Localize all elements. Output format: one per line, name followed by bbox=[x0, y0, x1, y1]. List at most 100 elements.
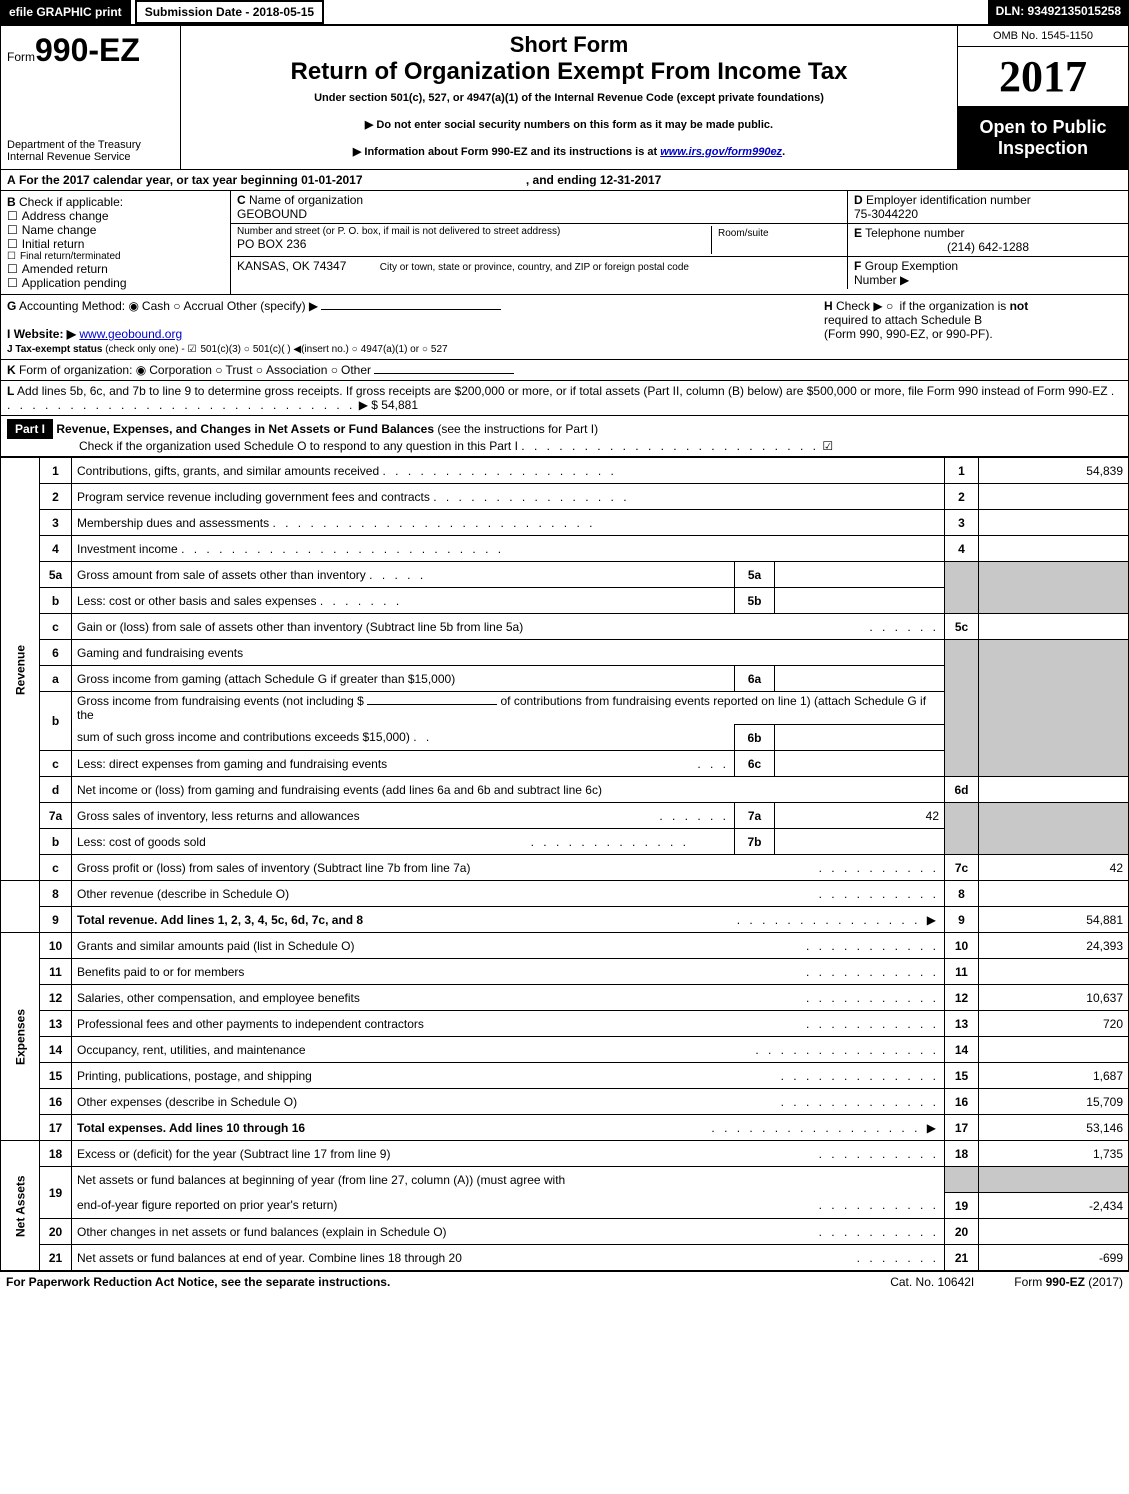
chk-name-change[interactable]: Name change bbox=[7, 223, 224, 237]
l18-rn: 18 bbox=[945, 1141, 979, 1167]
phone-value: (214) 642-1288 bbox=[854, 240, 1122, 254]
l4-num: 4 bbox=[40, 536, 72, 562]
l13-num: 13 bbox=[40, 1011, 72, 1037]
l16-rn: 16 bbox=[945, 1089, 979, 1115]
chk-final-return[interactable]: Final return/terminated bbox=[7, 251, 224, 262]
l18-rv: 1,735 bbox=[979, 1141, 1129, 1167]
revenue-side-label-cont bbox=[1, 881, 40, 933]
form-prefix: Form bbox=[7, 50, 35, 64]
info-note: ▶ Information about Form 990-EZ and its … bbox=[191, 145, 947, 158]
line-k-label: K bbox=[7, 363, 16, 377]
l12-rn: 12 bbox=[945, 985, 979, 1011]
chk-initial-return[interactable]: Initial return bbox=[7, 237, 224, 251]
l15-num: 15 bbox=[40, 1063, 72, 1089]
l2-rv bbox=[979, 484, 1129, 510]
l6b-desc3: sum of such gross income and contributio… bbox=[77, 730, 410, 744]
l16-num: 16 bbox=[40, 1089, 72, 1115]
l9-desc: Total revenue. Add lines 1, 2, 3, 4, 5c,… bbox=[77, 913, 363, 927]
line-k-heading: Form of organization: bbox=[19, 363, 132, 377]
chk-application-pending[interactable]: Application pending bbox=[7, 276, 224, 290]
l6-shade bbox=[945, 640, 979, 777]
l3-num: 3 bbox=[40, 510, 72, 536]
l6b-blank[interactable] bbox=[367, 704, 497, 705]
l16-desc: Other expenses (describe in Schedule O) bbox=[77, 1095, 297, 1109]
chk-h[interactable] bbox=[886, 299, 896, 313]
l7c-num: c bbox=[40, 855, 72, 881]
l7c-desc: Gross profit or (loss) from sales of inv… bbox=[77, 861, 470, 875]
l21-num: 21 bbox=[40, 1245, 72, 1271]
omb-number: OMB No. 1545-1150 bbox=[958, 26, 1128, 47]
radio-cash[interactable]: Cash bbox=[128, 299, 170, 313]
website-link[interactable]: www.geobound.org bbox=[79, 327, 182, 341]
other-specify-line[interactable] bbox=[321, 309, 501, 310]
l18-desc: Excess or (deficit) for the year (Subtra… bbox=[77, 1147, 390, 1161]
line-h-text4: (Form 990, 990-EZ, or 990-PF). bbox=[824, 327, 1122, 341]
org-name-value: GEOBOUND bbox=[237, 207, 841, 221]
address-box: Number and street (or P. O. box, if mail… bbox=[231, 224, 848, 256]
l3-rn: 3 bbox=[945, 510, 979, 536]
part1-title-note: (see the instructions for Part I) bbox=[437, 422, 598, 436]
radio-other-org[interactable]: Other bbox=[331, 363, 371, 377]
radio-assoc[interactable]: Association bbox=[256, 363, 328, 377]
line-l-amount: ▶ $ 54,881 bbox=[359, 398, 418, 412]
expenses-side-label: Expenses bbox=[1, 933, 40, 1141]
radio-accrual[interactable]: Accrual bbox=[173, 299, 223, 313]
l10-num: 10 bbox=[40, 933, 72, 959]
l6-desc: Gaming and fundraising events bbox=[77, 646, 243, 660]
open-public-line2: Inspection bbox=[962, 138, 1124, 159]
chk-4947[interactable]: 4947(a)(1) or bbox=[352, 344, 419, 355]
chk-501c3[interactable]: 501(c)(3) bbox=[187, 344, 241, 355]
l11-desc: Benefits paid to or for members bbox=[77, 965, 244, 979]
chk-address-change[interactable]: Address change bbox=[7, 209, 224, 223]
l7-shade bbox=[945, 803, 979, 855]
efile-print-button[interactable]: efile GRAPHIC print bbox=[0, 0, 131, 24]
l6c-num: c bbox=[40, 751, 72, 777]
radio-corp[interactable]: Corporation bbox=[136, 363, 212, 377]
chk-schedule-o[interactable] bbox=[822, 439, 837, 453]
l13-rn: 13 bbox=[945, 1011, 979, 1037]
line-a-label: A bbox=[7, 173, 16, 187]
l6d-desc: Net income or (loss) from gaming and fun… bbox=[77, 783, 602, 797]
line-h-text1: Check ▶ bbox=[836, 299, 883, 313]
box-e-heading: Telephone number bbox=[865, 226, 964, 240]
l9-rv: 54,881 bbox=[979, 907, 1129, 933]
radio-other[interactable]: Other (specify) ▶ bbox=[227, 299, 318, 313]
line-g-text: Accounting Method: bbox=[19, 299, 125, 313]
l19-shade-val bbox=[979, 1167, 1129, 1193]
addr-heading: Number and street (or P. O. box, if mail… bbox=[237, 226, 711, 237]
header-left: Form990-EZ Department of the Treasury In… bbox=[1, 26, 181, 169]
box-e: E Telephone number (214) 642-1288 bbox=[848, 224, 1128, 256]
l6-num: 6 bbox=[40, 640, 72, 666]
footer-paperwork: For Paperwork Reduction Act Notice, see … bbox=[6, 1275, 390, 1289]
l3-desc: Membership dues and assessments bbox=[77, 516, 269, 530]
l6b-mv bbox=[775, 725, 945, 751]
chk-527[interactable]: 527 bbox=[422, 344, 448, 355]
box-e-label: E bbox=[854, 226, 862, 240]
l6d-rv bbox=[979, 777, 1129, 803]
other-org-line[interactable] bbox=[374, 373, 514, 374]
info-note-prefix: ▶ Information about Form 990-EZ and its … bbox=[353, 146, 660, 158]
l8-rn: 8 bbox=[945, 881, 979, 907]
l5b-mn: 5b bbox=[735, 588, 775, 614]
l5a-num: 5a bbox=[40, 562, 72, 588]
l1-num: 1 bbox=[40, 458, 72, 484]
chk-amended-return[interactable]: Amended return bbox=[7, 262, 224, 276]
h-col: H Check ▶ if the organization is not req… bbox=[818, 295, 1128, 359]
radio-trust[interactable]: Trust bbox=[215, 363, 252, 377]
line-a-text1: For the 2017 calendar year, or tax year … bbox=[19, 173, 363, 187]
l5a-mn: 5a bbox=[735, 562, 775, 588]
return-title: Return of Organization Exempt From Incom… bbox=[191, 58, 947, 86]
l1-rv: 54,839 bbox=[979, 458, 1129, 484]
l7b-mv bbox=[775, 829, 945, 855]
chk-501c[interactable]: 501(c)( ) ◀(insert no.) bbox=[244, 344, 349, 355]
line-l-text: Add lines 5b, 6c, and 7b to line 9 to de… bbox=[17, 384, 1111, 398]
header-right: OMB No. 1545-1150 2017 Open to Public In… bbox=[958, 26, 1128, 169]
l7c-rn: 7c bbox=[945, 855, 979, 881]
irs-link[interactable]: www.irs.gov/form990ez bbox=[660, 146, 782, 158]
box-f-label: F bbox=[854, 259, 861, 273]
box-c-heading: Name of organization bbox=[249, 193, 363, 207]
l10-rv: 24,393 bbox=[979, 933, 1129, 959]
l5b-mv bbox=[775, 588, 945, 614]
box-d: D Employer identification number 75-3044… bbox=[848, 191, 1128, 224]
line-a-text2: , and ending 12-31-2017 bbox=[526, 173, 661, 187]
